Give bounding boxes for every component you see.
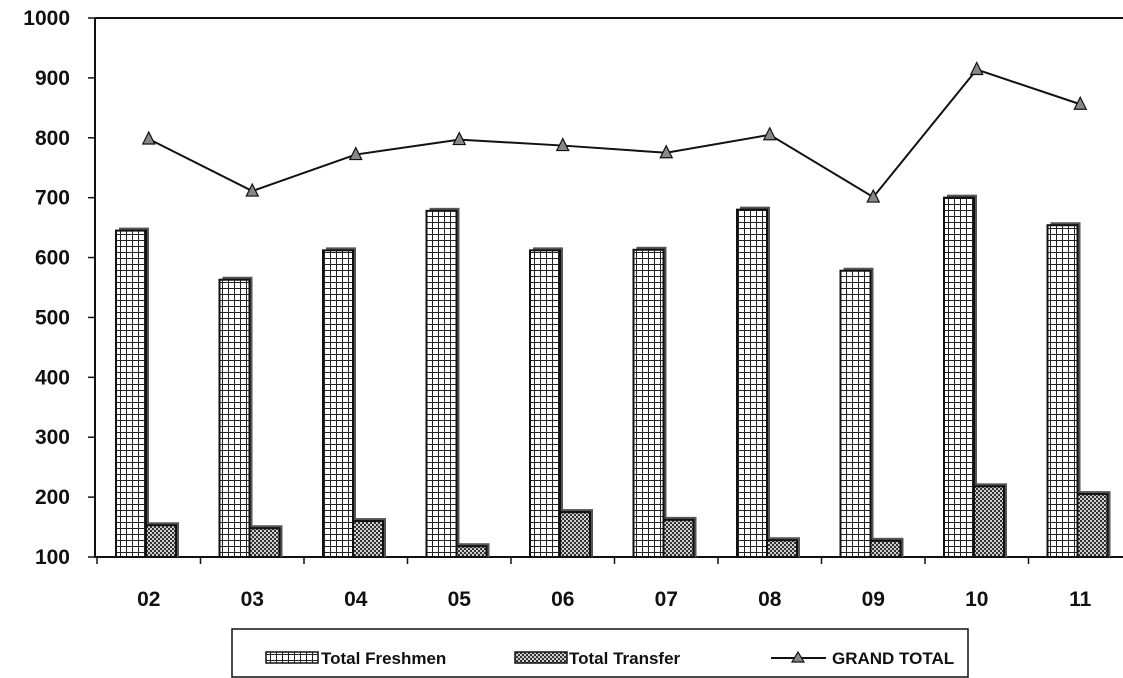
- freshmen-bar: [218, 278, 251, 558]
- legend-label-transfer: Total Transfer: [569, 649, 681, 668]
- x-tick-label: 04: [344, 588, 368, 611]
- chart-legend: Total Freshmen Total Transfer GRAND TOTA…: [231, 628, 969, 678]
- transfer-bar: [766, 539, 798, 559]
- x-tick-label: 02: [137, 588, 160, 611]
- y-tick-label: 600: [35, 247, 70, 270]
- freshmen-bar: [943, 196, 975, 559]
- y-tick-label: 100: [35, 546, 70, 569]
- legend-swatch-freshmen: [265, 651, 319, 664]
- grand-total-line: [148, 68, 1081, 199]
- grand-total-marker: [1073, 95, 1088, 110]
- x-tick-label: 03: [241, 588, 264, 611]
- grand-total-marker: [452, 131, 467, 146]
- transfer-bar: [559, 511, 591, 558]
- legend-marker-grand-total: [790, 650, 806, 663]
- grand-total-marker: [348, 146, 363, 161]
- y-tick-label: 500: [35, 306, 70, 329]
- legend-label-grand-total: GRAND TOTAL: [832, 649, 954, 668]
- x-tick-label: 11: [1069, 588, 1092, 611]
- freshmen-bar: [529, 249, 561, 558]
- freshmen-bar: [736, 208, 768, 558]
- transfer-bar: [455, 545, 488, 558]
- grand-total-marker: [245, 182, 260, 197]
- transfer-bar: [145, 524, 177, 559]
- x-tick-label: 05: [448, 588, 472, 611]
- x-tick-label: 09: [862, 588, 885, 611]
- x-tick-label: 07: [655, 588, 678, 611]
- y-tick-label: 400: [35, 366, 70, 389]
- y-tick-label: 800: [35, 127, 70, 150]
- freshmen-bar: [839, 269, 872, 558]
- y-tick-label: 700: [35, 187, 70, 210]
- legend-box: [231, 628, 969, 678]
- grand-total-marker: [659, 144, 674, 159]
- y-tick-label: 900: [35, 67, 70, 90]
- transfer-bar: [352, 520, 384, 558]
- grand-total-marker: [762, 126, 777, 141]
- x-tick-label: 06: [551, 588, 574, 611]
- freshmen-bar: [115, 229, 147, 558]
- grand-total-marker: [555, 137, 570, 152]
- transfer-bar: [1076, 493, 1109, 559]
- y-tick-label: 200: [35, 486, 70, 509]
- freshmen-bar: [632, 248, 665, 559]
- freshmen-bar: [322, 249, 354, 558]
- transfer-bar: [973, 485, 1005, 559]
- y-tick-label: 1000: [23, 7, 70, 30]
- freshmen-bar: [425, 209, 458, 558]
- transfer-bar: [662, 518, 695, 559]
- grand-total-marker: [866, 188, 881, 203]
- grand-total-marker: [141, 130, 156, 145]
- transfer-bar: [869, 539, 902, 559]
- legend-label-freshmen: Total Freshmen: [321, 649, 446, 668]
- y-tick-label: 300: [35, 426, 70, 449]
- x-tick-label: 10: [965, 588, 988, 611]
- legend-swatch-transfer: [514, 651, 568, 664]
- transfer-bar: [248, 527, 281, 559]
- x-tick-label: 08: [758, 588, 782, 611]
- freshmen-bar: [1046, 224, 1079, 559]
- grand-total-marker: [969, 61, 984, 76]
